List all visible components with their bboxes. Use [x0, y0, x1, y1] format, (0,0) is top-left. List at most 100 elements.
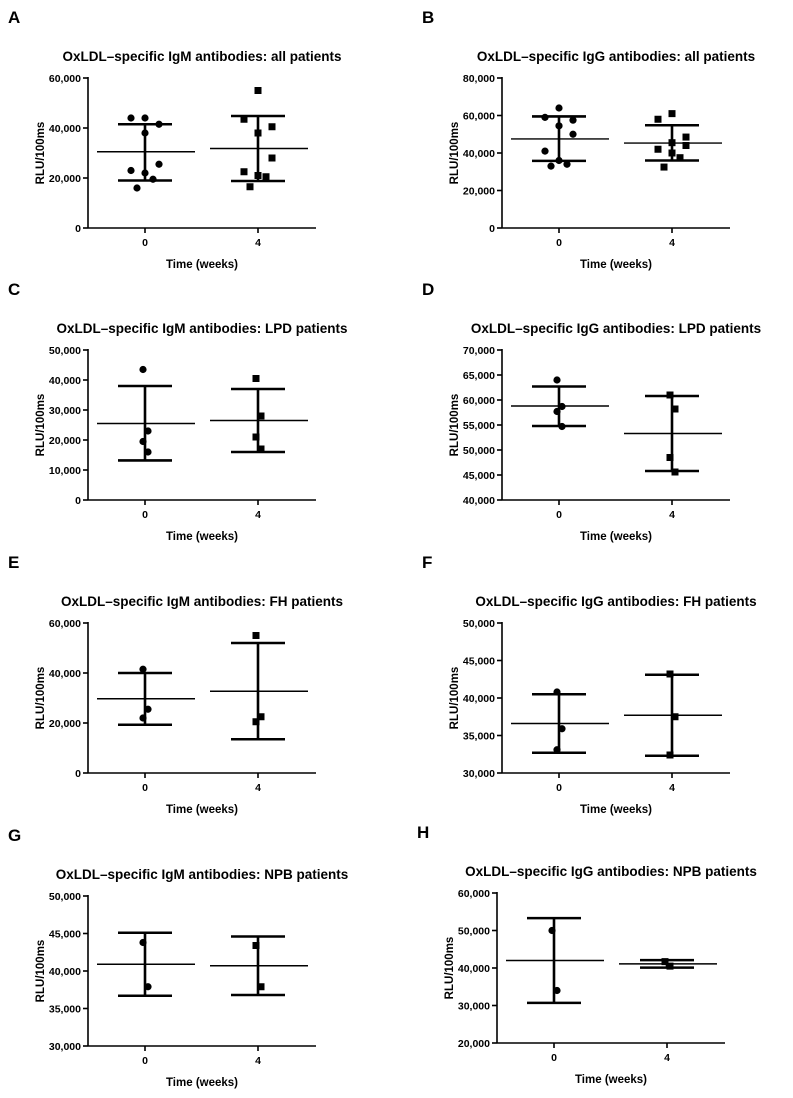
y-axis-label: RLU/100ms — [449, 394, 461, 457]
data-point — [666, 454, 674, 461]
data-point — [547, 162, 555, 170]
data-point — [668, 149, 676, 157]
data-point — [569, 116, 577, 124]
data-point — [558, 725, 566, 733]
group-4 — [624, 110, 722, 171]
y-tick-label: 45,000 — [49, 929, 81, 941]
data-point — [666, 670, 674, 678]
x-axis-label: Time (weeks) — [166, 804, 238, 816]
group-4 — [210, 87, 308, 191]
y-axis-label: RLU/100ms — [35, 394, 47, 457]
data-point — [252, 375, 260, 382]
y-tick-label: 40,000 — [49, 123, 81, 135]
data-point — [654, 145, 662, 153]
panel-label: B — [422, 8, 434, 27]
panel-d: D OxLDL–specific IgG antibodies: LPD pati… — [422, 280, 761, 543]
panel-label: H — [417, 823, 429, 842]
x-tick-label: 4 — [669, 509, 675, 521]
data-point — [555, 104, 563, 112]
y-axis-label: RLU/100ms — [35, 667, 47, 730]
y-tick-label: 20,000 — [49, 173, 81, 185]
data-point — [569, 130, 577, 138]
y-tick-label: 35,000 — [463, 731, 495, 743]
data-point — [555, 156, 563, 165]
chart-title: OxLDL–specific IgM antibodies: NPB patie… — [56, 867, 349, 882]
chart-title: OxLDL–specific IgM antibodies: FH patien… — [61, 594, 343, 609]
panel-g: G OxLDL–specific IgM antibodies: NPB pati… — [8, 826, 348, 1089]
y-tick-label: 20,000 — [458, 1038, 490, 1050]
y-tick-label: 50,000 — [463, 618, 495, 630]
data-point — [155, 160, 163, 168]
x-tick-label: 0 — [142, 1055, 148, 1067]
y-tick-label: 60,000 — [463, 111, 495, 123]
data-point — [660, 163, 668, 171]
y-tick-label: 0 — [75, 495, 81, 507]
y-tick-label: 10,000 — [49, 465, 81, 477]
data-point — [541, 147, 549, 155]
data-point — [553, 688, 561, 696]
panel-h: H OxLDL–specific IgG antibodies: NPB pati… — [417, 823, 757, 1086]
y-tick-label: 45,000 — [463, 656, 495, 668]
x-axis-label: Time (weeks) — [580, 259, 652, 271]
y-tick-label: 65,000 — [463, 370, 495, 382]
y-axis-label: RLU/100ms — [449, 667, 461, 730]
chart-title: OxLDL–specific IgM antibodies: LPD patie… — [56, 321, 347, 336]
x-tick-label: 4 — [255, 509, 261, 521]
data-point — [252, 632, 260, 639]
data-point — [155, 120, 163, 128]
data-point — [257, 445, 265, 453]
y-tick-label: 30,000 — [49, 1041, 81, 1053]
panel-label: F — [422, 553, 432, 572]
panel-label: A — [8, 8, 20, 27]
x-axis-label: Time (weeks) — [166, 259, 238, 271]
data-point — [262, 173, 270, 181]
y-tick-label: 20,000 — [463, 186, 495, 198]
data-point — [666, 391, 674, 399]
panel-e: E OxLDL–specific IgM antibodies: FH patie… — [8, 553, 343, 816]
group-0 — [97, 114, 195, 192]
data-point — [144, 705, 152, 713]
panel-a: A OxLDL–specific IgM antibodies: all pati… — [8, 8, 342, 271]
data-point — [252, 942, 260, 949]
data-point — [671, 713, 679, 721]
x-tick-label: 0 — [556, 237, 562, 249]
y-tick-label: 60,000 — [49, 73, 81, 85]
y-tick-label: 50,000 — [458, 926, 490, 938]
x-tick-label: 4 — [669, 782, 675, 794]
data-point — [144, 448, 152, 456]
panel-b: B OxLDL–specific IgG antibodies: all pati… — [422, 8, 755, 271]
data-point — [541, 113, 549, 121]
x-axis-label: Time (weeks) — [580, 804, 652, 816]
y-tick-label: 20,000 — [49, 435, 81, 447]
data-point — [149, 175, 157, 183]
y-tick-label: 40,000 — [463, 148, 495, 160]
group-0 — [511, 104, 609, 170]
data-point — [553, 376, 561, 384]
group-4 — [210, 935, 308, 997]
data-point — [240, 168, 248, 176]
y-tick-label: 50,000 — [49, 891, 81, 903]
data-point — [139, 714, 147, 722]
data-point — [555, 122, 563, 130]
group-0 — [97, 665, 195, 727]
chart-title: OxLDL–specific IgG antibodies: all patie… — [477, 49, 755, 64]
panel-label: D — [422, 280, 434, 299]
y-tick-label: 40,000 — [49, 375, 81, 387]
group-4 — [619, 958, 717, 970]
data-point — [257, 412, 265, 420]
data-point — [246, 183, 254, 191]
data-point — [144, 983, 152, 991]
data-point — [666, 751, 674, 759]
x-tick-label: 4 — [669, 237, 675, 249]
y-tick-label: 40,000 — [49, 966, 81, 978]
x-tick-label: 4 — [255, 237, 261, 249]
data-point — [671, 468, 679, 476]
data-point — [254, 129, 262, 137]
data-point — [666, 962, 674, 970]
chart-title: OxLDL–specific IgG antibodies: NPB patie… — [465, 864, 757, 879]
group-4 — [624, 391, 722, 476]
x-tick-label: 0 — [142, 237, 148, 249]
data-point — [139, 365, 147, 374]
chart-title: OxLDL–specific IgG antibodies: FH patien… — [475, 594, 756, 609]
data-point — [257, 983, 265, 991]
